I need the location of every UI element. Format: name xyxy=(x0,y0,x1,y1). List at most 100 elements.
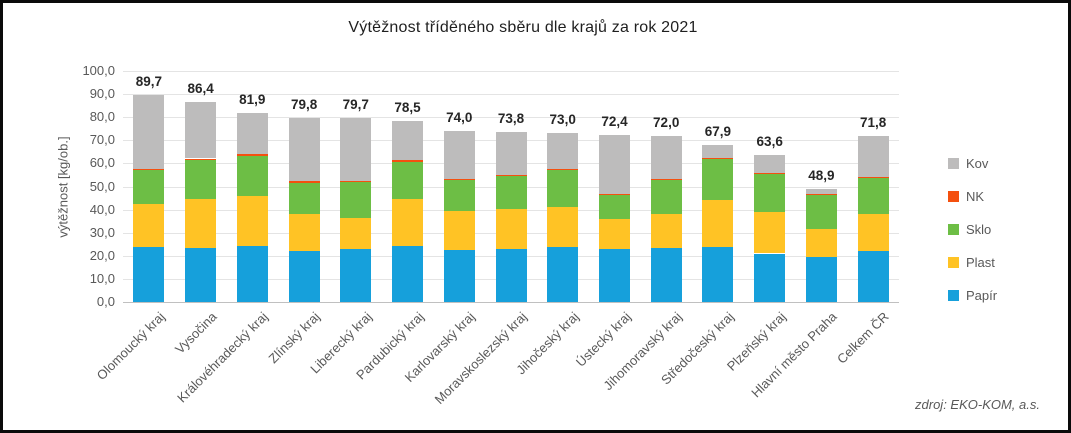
legend-swatch-plast xyxy=(948,257,959,268)
y-axis-tick-label: 20,0 xyxy=(89,247,115,263)
bar-total-label: 63,6 xyxy=(756,134,783,150)
bar-segment-papir xyxy=(236,246,268,302)
bar-segment-nk xyxy=(495,174,527,176)
bar-segment-kov xyxy=(288,117,320,182)
bar-segment-plast xyxy=(185,198,217,248)
legend-label: Papír xyxy=(966,288,998,303)
gridline xyxy=(123,94,899,96)
bar-segment-papir xyxy=(754,253,786,302)
bar-segment-plast xyxy=(236,196,268,247)
bar-total-label: 72,4 xyxy=(601,113,628,129)
y-axis-tick-label: 90,0 xyxy=(89,86,115,102)
legend-label: NK xyxy=(966,189,985,204)
bar-segment-kov xyxy=(133,94,165,169)
bar-segment-sklo xyxy=(805,195,837,229)
bar-segment-nk xyxy=(236,154,268,156)
bar-total-label: 48,9 xyxy=(808,168,835,183)
legend-item-sklo: Sklo xyxy=(948,222,997,237)
bar-segment-plast xyxy=(754,212,786,254)
legend-label: Sklo xyxy=(966,222,992,237)
bar-segment-sklo xyxy=(340,182,372,218)
x-axis-line xyxy=(123,302,899,303)
bar-segment-kov xyxy=(185,102,217,159)
legend-item-kov: Kov xyxy=(948,156,997,171)
bar-segment-nk xyxy=(805,193,837,196)
legend-swatch-papir xyxy=(948,290,959,301)
bar-segment-nk xyxy=(599,194,630,195)
bar-segment-papir xyxy=(443,250,475,302)
source-note: zdroj: EKO-KOM, a.s. xyxy=(915,397,1040,412)
bar-segment-plast xyxy=(650,214,682,249)
bar-segment-papir xyxy=(702,247,734,302)
y-axis-tick-label: 30,0 xyxy=(89,224,115,240)
bar-segment-kov xyxy=(805,189,837,194)
bar-segment-kov xyxy=(236,112,268,155)
legend-swatch-kov xyxy=(948,158,959,169)
bar-segment-nk xyxy=(443,178,475,181)
gridline xyxy=(123,71,899,72)
y-axis-tick-label: 60,0 xyxy=(89,155,115,171)
bar-segment-papir xyxy=(288,251,320,302)
legend-item-plast: Plast xyxy=(948,255,997,270)
legend-item-nk: NK xyxy=(948,189,997,204)
bar-segment-papir xyxy=(495,249,527,302)
bar-segment-plast xyxy=(857,213,889,252)
bar-segment-plast xyxy=(547,207,579,247)
bar-segment-kov xyxy=(547,133,579,169)
bar-segment-sklo xyxy=(288,182,320,214)
bar-segment-sklo xyxy=(702,159,734,200)
bar-segment-papir xyxy=(857,251,889,302)
bar-segment-sklo xyxy=(857,178,889,214)
bar-segment-kov xyxy=(392,120,423,161)
bar-total-label: 71,8 xyxy=(859,115,887,131)
bar-segment-papir xyxy=(805,257,837,302)
bar-segment-plast xyxy=(133,203,165,248)
bar-total-label: 72,0 xyxy=(653,114,680,130)
bar-segment-sklo xyxy=(599,194,630,219)
y-axis-tick-label: 10,0 xyxy=(89,270,115,286)
bar-segment-nk xyxy=(547,168,579,170)
bar-segment-plast xyxy=(495,208,527,250)
bar-segment-sklo xyxy=(185,159,217,199)
bar-segment-sklo xyxy=(650,180,682,214)
bar-total-label: 79,7 xyxy=(342,96,369,112)
bar-segment-sklo xyxy=(443,180,475,212)
bar-segment-papir xyxy=(185,247,217,302)
bar-segment-plast xyxy=(392,198,423,246)
y-axis-tick-label: 100,0 xyxy=(82,63,115,78)
bar-total-label: 79,8 xyxy=(290,96,318,112)
bar-total-label: 81,9 xyxy=(239,91,266,107)
bar-segment-nk xyxy=(340,181,372,183)
bar-segment-kov xyxy=(754,155,786,173)
bar-segment-nk xyxy=(650,178,682,181)
bar-segment-nk xyxy=(857,176,889,178)
bar-segment-nk xyxy=(288,181,320,183)
bar-segment-nk xyxy=(702,157,734,160)
legend: Kov NK Sklo Plast Papír xyxy=(948,156,997,303)
bar-segment-papir xyxy=(392,245,423,302)
legend-swatch-sklo xyxy=(948,224,959,235)
bar-segment-papir xyxy=(599,249,630,302)
bar-segment-nk xyxy=(185,158,217,160)
bar-total-label: 89,7 xyxy=(135,73,163,89)
plot-area: 0,0 10,0 20,0 30,0 40,0 50,0 60,0 70,0 80,0 90,0 1… xyxy=(3,3,1068,430)
bar-segment-plast xyxy=(340,217,372,250)
y-axis-tick-label: 40,0 xyxy=(89,201,115,217)
bar-total-label: 78,5 xyxy=(394,99,421,115)
bar-segment-kov xyxy=(599,134,630,195)
bar-segment-nk xyxy=(133,168,165,170)
bar-total-label: 74,0 xyxy=(446,110,473,126)
legend-swatch-nk xyxy=(948,191,959,202)
bar-segment-plast xyxy=(805,229,837,258)
bar-total-label: 86,4 xyxy=(187,81,214,97)
bar-segment-papir xyxy=(650,248,682,302)
legend-item-papir: Papír xyxy=(948,288,997,303)
bar-segment-kov xyxy=(702,145,734,158)
bar-segment-kov xyxy=(495,131,527,175)
bar-segment-kov xyxy=(650,135,682,179)
legend-label: Plast xyxy=(966,255,995,270)
chart-title: Výtěžnost tříděného sběru dle krajů za r… xyxy=(348,19,698,36)
y-axis-tick-label: 70,0 xyxy=(89,132,115,148)
bar-segment-kov xyxy=(340,117,372,182)
